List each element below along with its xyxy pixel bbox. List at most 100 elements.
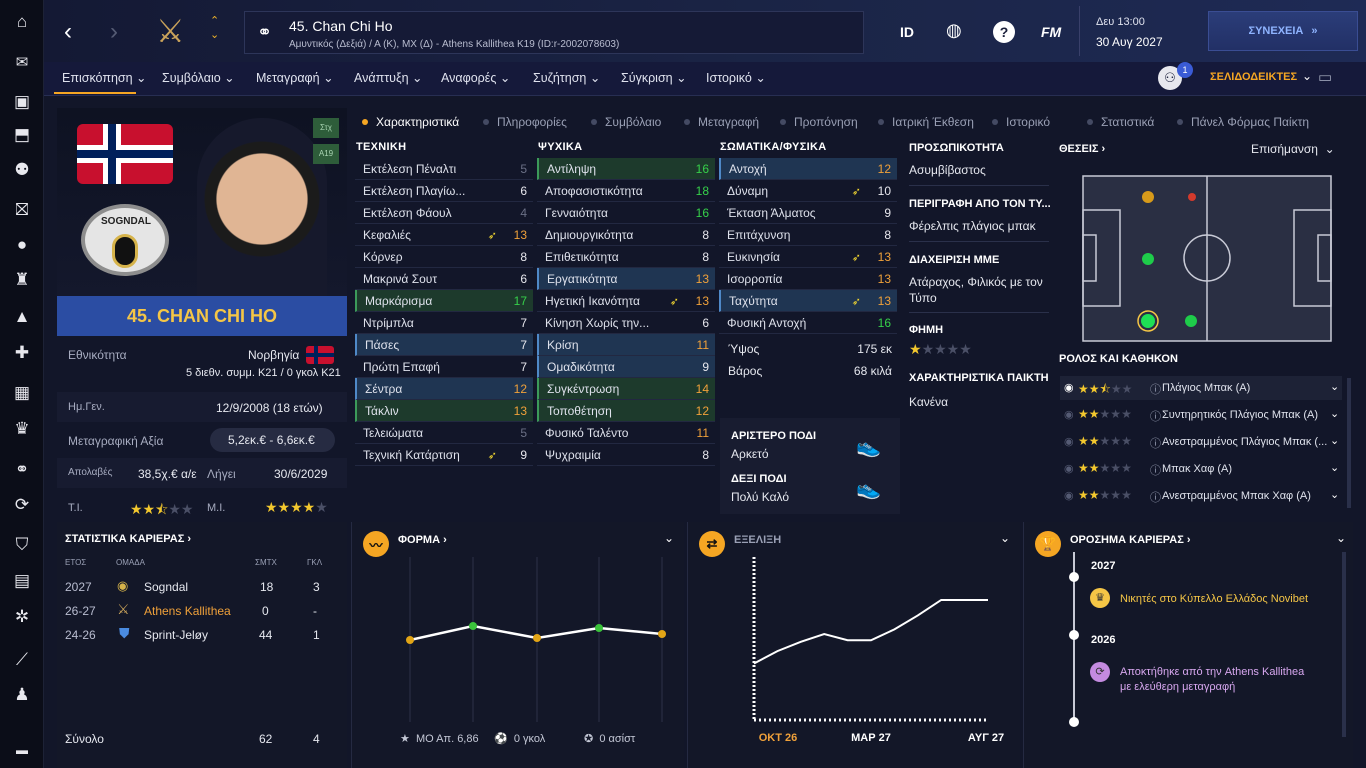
reports-icon[interactable]: ⟋ bbox=[16, 650, 28, 669]
dev-centre-icon[interactable]: ✲ bbox=[14, 607, 30, 626]
attribute-row[interactable]: Φυσικό Ταλέντο 11 bbox=[537, 422, 715, 444]
form-title[interactable]: ΦΟΡΜΑ › bbox=[398, 534, 447, 546]
staff-icon[interactable]: ⚉ bbox=[14, 160, 30, 179]
nav-overview[interactable]: Επισκόπηση ⌄ bbox=[62, 71, 147, 85]
schedule-icon[interactable]: ▦ bbox=[13, 383, 31, 402]
attribute-row[interactable]: Πρώτη Επαφή 7 bbox=[355, 356, 533, 378]
attribute-row[interactable]: Αποφασιστικότητα 18 bbox=[537, 180, 715, 202]
attribute-row[interactable]: Εκτέλεση Πέναλτι 5 bbox=[355, 158, 533, 180]
tab-contract[interactable]: Συμβόλαιο bbox=[591, 115, 661, 129]
attribute-row[interactable]: Ευκινησία ➶ 13 bbox=[719, 246, 897, 268]
search-box[interactable]: ⚭ 45. Chan Chi Ho Αμυντικός (Δεξιά) / Α … bbox=[244, 11, 864, 54]
medical-icon[interactable]: ✚ bbox=[14, 343, 30, 362]
nav-development[interactable]: Ανάπτυξη ⌄ bbox=[354, 71, 423, 85]
attribute-row[interactable]: Ντρίμπλα 7 bbox=[355, 312, 533, 334]
attribute-row[interactable]: Επιτάχυνση 8 bbox=[719, 224, 897, 246]
id-button[interactable]: ID bbox=[900, 24, 914, 40]
forward-icon[interactable]: › bbox=[110, 18, 118, 45]
home-icon[interactable]: ⌂ bbox=[16, 12, 28, 31]
attribute-row[interactable]: Μακρινά Σουτ 6 bbox=[355, 268, 533, 290]
dynamics-icon[interactable]: ♜ bbox=[14, 270, 30, 289]
radio-icon[interactable]: ◉ bbox=[1064, 490, 1074, 502]
tab-training[interactable]: Προπόνηση bbox=[780, 115, 858, 129]
bookmarks-button[interactable]: ΣΕΛΙΔΟΔΕΙΚΤΕΣ bbox=[1210, 71, 1298, 83]
help-icon[interactable]: ? bbox=[993, 21, 1015, 43]
tab-form-panel[interactable]: Πάνελ Φόρμας Παίκτη bbox=[1177, 115, 1309, 129]
nav-transfer[interactable]: Μεταγραφή ⌄ bbox=[256, 71, 334, 85]
attribute-row[interactable]: Πάσες 7 bbox=[355, 334, 533, 356]
role-row[interactable]: ◉ ★★★★★ ⓘ Ανεστραμμένος Μπακ Χαφ (Α) ⌄ bbox=[1060, 484, 1342, 508]
nav-contract[interactable]: Συμβόλαιο ⌄ bbox=[162, 71, 235, 85]
info-icon[interactable]: ⓘ bbox=[1150, 465, 1161, 477]
info-icon[interactable]: ⓘ bbox=[1150, 411, 1161, 423]
attribute-row[interactable]: Ισορροπία 13 bbox=[719, 268, 897, 290]
monitor-icon[interactable]: ▭ bbox=[1318, 69, 1333, 86]
match-icon[interactable]: ● bbox=[16, 235, 28, 254]
attribute-row[interactable]: Συγκέντρωση 14 bbox=[537, 378, 715, 400]
info-icon[interactable]: ⓘ bbox=[1150, 384, 1161, 396]
attribute-row[interactable]: Εκτέλεση Πλαγίω... 6 bbox=[355, 180, 533, 202]
info-icon[interactable]: ⓘ bbox=[1150, 492, 1161, 504]
career-team[interactable]: Athens Kallithea bbox=[144, 604, 231, 618]
tab-info[interactable]: Πληροφορίες bbox=[483, 115, 567, 129]
positions-title[interactable]: ΘΕΣΕΙΣ › bbox=[1059, 143, 1106, 155]
attribute-row[interactable]: Τελειώματα 5 bbox=[355, 422, 533, 444]
positions-mode-select[interactable]: Επισήμανση ⌄ bbox=[1251, 142, 1335, 156]
chevron-down-icon[interactable]: ⌄ bbox=[1330, 408, 1340, 420]
mail-icon[interactable]: ✉ bbox=[15, 54, 29, 71]
nav-discussion[interactable]: Συζήτηση ⌄ bbox=[533, 71, 601, 85]
attribute-row[interactable]: Τοποθέτηση 12 bbox=[537, 400, 715, 422]
status-icon[interactable]: ▬ bbox=[16, 743, 28, 757]
fm-menu-button[interactable]: FM bbox=[1041, 24, 1062, 40]
chevron-down-icon[interactable]: ⌄ bbox=[664, 531, 675, 545]
attribute-row[interactable]: Δύναμη ➶ 10 bbox=[719, 180, 897, 202]
chevron-down-icon[interactable]: ⌄ bbox=[1336, 531, 1347, 545]
tab-medical[interactable]: Ιατρική Έκθεση bbox=[878, 115, 974, 129]
radio-icon[interactable]: ◉ bbox=[1064, 436, 1074, 448]
tab-history[interactable]: Ιστορικό bbox=[992, 115, 1050, 129]
finances-icon[interactable]: ▤ bbox=[13, 571, 31, 590]
chevron-down-icon[interactable]: ⌄ bbox=[1000, 531, 1011, 545]
attribute-row[interactable]: Μαρκάρισμα 17 bbox=[355, 290, 533, 312]
career-team[interactable]: Sogndal bbox=[144, 580, 189, 594]
world-icon[interactable]: ◍ bbox=[946, 20, 962, 40]
tab-stats[interactable]: Στατιστικά bbox=[1087, 115, 1154, 129]
chevron-down-icon[interactable]: ⌄ bbox=[1302, 69, 1313, 83]
nav-compare[interactable]: Σύγκριση ⌄ bbox=[621, 71, 687, 85]
radio-icon[interactable]: ◉ bbox=[1064, 382, 1074, 394]
attribute-row[interactable]: Κεφαλιές ➶ 13 bbox=[355, 224, 533, 246]
role-row[interactable]: ◉ ★★⯪★★ ⓘ Πλάγιος Μπακ (Α) ⌄ bbox=[1060, 376, 1342, 400]
back-icon[interactable]: ‹ bbox=[64, 18, 72, 45]
u19-icon[interactable]: ♟ bbox=[14, 685, 30, 704]
attribute-row[interactable]: Ταχύτητα ➶ 13 bbox=[719, 290, 897, 312]
attribute-row[interactable]: Τάκλιν 13 bbox=[355, 400, 533, 422]
attribute-row[interactable]: Επιθετικότητα 8 bbox=[537, 246, 715, 268]
nav-history[interactable]: Ιστορικό ⌄ bbox=[706, 71, 766, 85]
role-row[interactable]: ◉ ★★★★★ ⓘ Μπακ Χαφ (Α) ⌄ bbox=[1060, 457, 1342, 481]
continue-button[interactable]: ΣΥΝΕΧΕΙΑ » bbox=[1208, 11, 1358, 51]
attribute-row[interactable]: Ψυχραιμία 8 bbox=[537, 444, 715, 466]
attribute-row[interactable]: Αντοχή 12 bbox=[719, 158, 897, 180]
club-vision-icon[interactable]: ⛉ bbox=[15, 535, 29, 554]
chevron-down-icon[interactable]: ⌄ bbox=[1330, 489, 1340, 501]
chevron-down-icon[interactable]: ⌄ bbox=[1330, 462, 1340, 474]
info-icon[interactable]: ⓘ bbox=[1150, 438, 1161, 450]
scout-binoculars-icon[interactable]: ⚭ bbox=[14, 460, 30, 479]
attribute-row[interactable]: Τεχνική Κατάρτιση ➶ 9 bbox=[355, 444, 533, 466]
timeline-scrollbar[interactable] bbox=[1342, 552, 1346, 737]
attribute-row[interactable]: Φυσική Αντοχή 16 bbox=[719, 312, 897, 334]
roles-scrollbar[interactable] bbox=[1347, 378, 1351, 508]
attribute-row[interactable]: Δημιουργικότητα 8 bbox=[537, 224, 715, 246]
squad-icon[interactable]: ▣ bbox=[13, 92, 31, 111]
attribute-row[interactable]: Κόρνερ 8 bbox=[355, 246, 533, 268]
attribute-row[interactable]: Κρίση 11 bbox=[537, 334, 715, 356]
attribute-row[interactable]: Ηγετική Ικανότητα ➶ 13 bbox=[537, 290, 715, 312]
scouting-icon[interactable]: ▲ bbox=[13, 307, 31, 326]
milestones-title[interactable]: ΟΡΟΣΗΜΑ ΚΑΡΙΕΡΑΣ › bbox=[1070, 534, 1191, 546]
role-row[interactable]: ◉ ★★★★★ ⓘ Ανεστραμμένος Πλάγιος Μπακ (... ⌄ bbox=[1060, 430, 1342, 454]
training-icon[interactable]: ⛝ bbox=[15, 200, 29, 219]
chevron-down-icon[interactable]: ⌄ bbox=[1330, 381, 1340, 393]
radio-icon[interactable]: ◉ bbox=[1064, 463, 1074, 475]
attribute-row[interactable]: Αντίληψη 16 bbox=[537, 158, 715, 180]
attribute-row[interactable]: Γενναιότητα 16 bbox=[537, 202, 715, 224]
